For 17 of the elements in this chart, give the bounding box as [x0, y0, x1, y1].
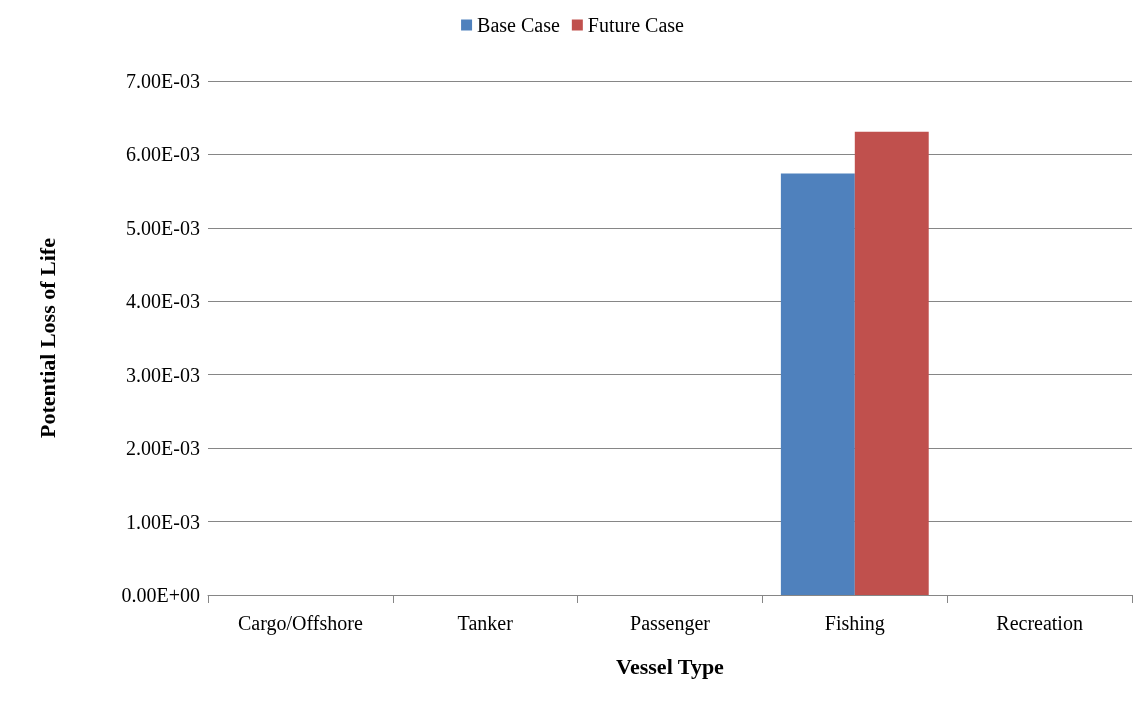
x-tick-label: Recreation — [996, 612, 1083, 634]
x-tick-label: Fishing — [824, 612, 885, 635]
y-tick-label: 1.00E-03 — [126, 510, 200, 533]
x-tick-label: Cargo/Offshore — [238, 612, 363, 635]
y-tick-label: 3.00E-03 — [126, 363, 200, 386]
x-axis-title: Vessel Type — [616, 653, 725, 679]
y-axis-title: Potential Loss of Life — [34, 237, 60, 438]
y-tick-label: 2.00E-03 — [126, 437, 200, 460]
legend-label: Base Case — [477, 14, 560, 36]
y-tick-label: 4.00E-03 — [126, 290, 200, 313]
x-tick-label: Passenger — [630, 612, 711, 635]
y-tick-label: 7.00E-03 — [126, 70, 200, 92]
legend-label: Future Case — [587, 14, 685, 36]
y-tick-label: 6.00E-03 — [126, 143, 200, 166]
x-tick-label: Tanker — [457, 612, 514, 634]
y-tick-label: 0.00E+00 — [121, 584, 200, 606]
y-tick-label: 5.00E-03 — [126, 216, 200, 239]
